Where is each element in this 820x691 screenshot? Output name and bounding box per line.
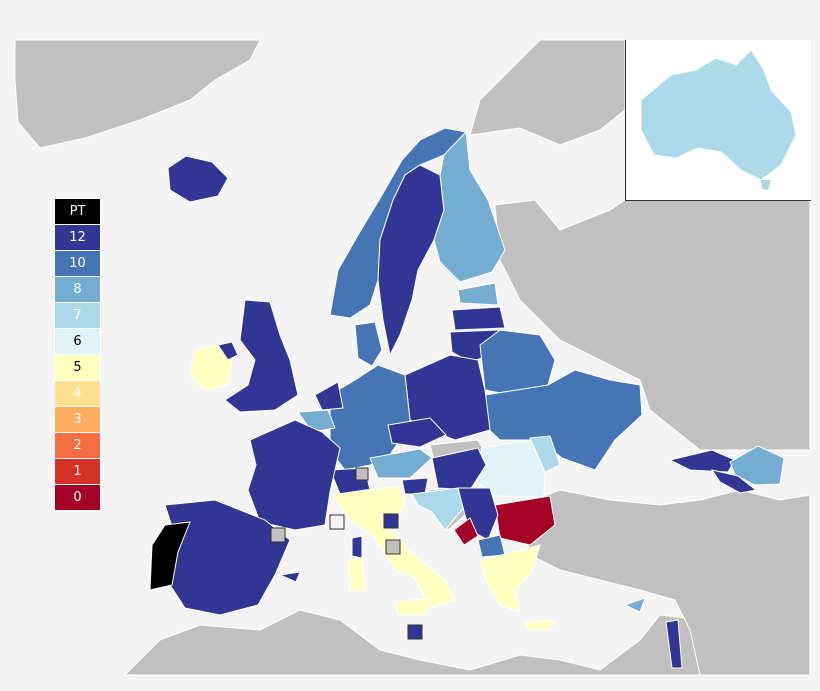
corsica[interactable] bbox=[351, 535, 363, 559]
malta-box bbox=[407, 624, 423, 640]
points-legend: PT 12 10 8 7 6 5 4 3 2 1 0 bbox=[54, 198, 101, 512]
greece[interactable] bbox=[479, 544, 541, 613]
croatia[interactable] bbox=[411, 487, 467, 531]
legend-item-8: 8 bbox=[55, 277, 100, 303]
sicily[interactable] bbox=[394, 597, 431, 616]
sweden[interactable] bbox=[377, 164, 445, 357]
legend-item-1: 1 bbox=[55, 459, 100, 485]
sardinia[interactable] bbox=[347, 557, 366, 593]
monaco-box bbox=[329, 514, 345, 530]
israel[interactable] bbox=[665, 619, 683, 669]
united-kingdom[interactable] bbox=[224, 299, 299, 413]
country-shapes bbox=[149, 127, 785, 669]
slovenia[interactable] bbox=[401, 477, 429, 495]
azerbaijan[interactable] bbox=[710, 469, 758, 494]
cyprus[interactable] bbox=[623, 597, 646, 613]
north-macedonia[interactable] bbox=[477, 534, 506, 558]
estonia[interactable] bbox=[457, 282, 499, 306]
legend-item-pt: PT bbox=[55, 199, 100, 225]
georgia[interactable] bbox=[668, 449, 736, 473]
legend-item-6: 6 bbox=[55, 329, 100, 355]
denmark[interactable] bbox=[354, 321, 383, 367]
bulgaria[interactable] bbox=[494, 495, 556, 546]
legend-item-5: 5 bbox=[55, 355, 100, 381]
australia bbox=[640, 49, 797, 181]
portugal[interactable] bbox=[149, 521, 191, 591]
liechtenstein-box bbox=[355, 467, 369, 481]
vatican-box bbox=[385, 539, 401, 555]
andorra-box bbox=[270, 527, 286, 543]
russia-west bbox=[494, 199, 811, 451]
netherlands[interactable] bbox=[314, 381, 344, 411]
legend-item-4: 4 bbox=[55, 381, 100, 407]
finland[interactable] bbox=[433, 130, 506, 283]
microstate-boxes bbox=[270, 467, 423, 640]
northern-ireland[interactable] bbox=[217, 341, 239, 361]
austria[interactable] bbox=[369, 448, 433, 479]
legend-item-0: 0 bbox=[55, 485, 100, 511]
balearic-islands[interactable] bbox=[278, 571, 301, 583]
czech-republic[interactable] bbox=[387, 417, 447, 448]
australia-inset-map bbox=[640, 49, 797, 190]
greenland bbox=[14, 39, 261, 149]
montenegro[interactable] bbox=[453, 517, 479, 546]
legend-item-12: 12 bbox=[55, 225, 100, 251]
iceland[interactable] bbox=[167, 155, 229, 203]
latvia[interactable] bbox=[451, 306, 506, 331]
legend-item-3: 3 bbox=[55, 407, 100, 433]
ukraine[interactable] bbox=[483, 369, 643, 471]
legend-item-2: 2 bbox=[55, 433, 100, 459]
tasmania bbox=[761, 180, 771, 190]
russia-north bbox=[469, 39, 626, 146]
legend-item-10: 10 bbox=[55, 251, 100, 277]
france[interactable] bbox=[247, 419, 341, 531]
turkey-mideast bbox=[519, 489, 811, 676]
hungary[interactable] bbox=[431, 447, 487, 491]
australia-inset bbox=[625, 40, 811, 201]
san-marino-box bbox=[383, 513, 399, 529]
crete[interactable] bbox=[524, 619, 556, 631]
legend-item-7: 7 bbox=[55, 303, 100, 329]
belarus[interactable] bbox=[479, 329, 556, 396]
north-africa bbox=[123, 609, 701, 676]
